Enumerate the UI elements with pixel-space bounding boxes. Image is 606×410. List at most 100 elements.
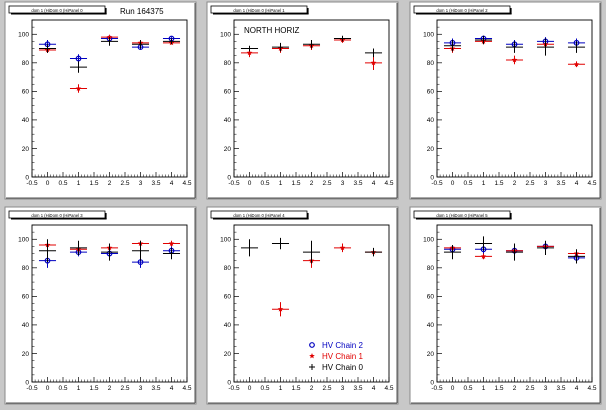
- x-tick-label: 3.5: [556, 385, 565, 392]
- data-point: [131, 39, 150, 49]
- x-tick-label: 1.5: [89, 385, 98, 392]
- x-tick-label: 0.5: [463, 385, 472, 392]
- x-tick-label: 4: [575, 385, 579, 392]
- y-tick-label: 100: [220, 237, 231, 244]
- data-point: [505, 41, 524, 53]
- legend: HV Chain 2 HV Chain 1 HV Chain 0: [309, 341, 363, 372]
- data-point: [567, 41, 586, 53]
- series-hv-chain-0: [240, 237, 383, 264]
- y-tick-label: 0: [227, 174, 231, 181]
- data-point: [240, 45, 259, 52]
- y-tick-label: 0: [25, 174, 29, 181]
- x-tick-label: 0.5: [260, 385, 269, 392]
- x-tick-label: 4.5: [182, 385, 191, 392]
- y-tick-label: 40: [427, 322, 435, 329]
- y-tick-label: 80: [224, 60, 232, 67]
- title-box-shadow-bottom: [213, 218, 309, 220]
- y-axis: 0 20 40 60 80 100: [18, 224, 37, 386]
- x-tick-label: 4.5: [384, 180, 393, 187]
- legend-entry: HV Chain 0: [309, 363, 363, 372]
- data-point: [505, 55, 524, 65]
- x-tick-label: 2: [108, 385, 112, 392]
- x-tick-label: 1: [279, 180, 283, 187]
- title-box-shadow-right: [105, 8, 107, 14]
- x-tick-label: 1: [77, 385, 81, 392]
- y-tick-label: 60: [224, 294, 232, 301]
- y-axis: 0 20 40 60 80 100: [423, 19, 442, 181]
- x-tick-label: -0.5: [228, 385, 240, 392]
- x-tick-label: 0: [248, 180, 252, 187]
- data-point: [302, 240, 321, 264]
- x-tick-label: -0.5: [431, 385, 443, 392]
- x-tick-label: 3.5: [353, 180, 362, 187]
- y-axis: 0 20 40 60 80 100: [423, 224, 442, 386]
- chart-title: dom 1 (HiDom 0 (HiPanel 1: [233, 8, 285, 13]
- y-tick-label: 60: [22, 294, 30, 301]
- x-tick-label: 1: [482, 385, 486, 392]
- x-axis: -0.5 0 0.5 1 1.5 2 2.5 3 3.5 4 4.5: [431, 172, 597, 187]
- pad-frame: [409, 206, 602, 405]
- title-box-shadow-bottom: [11, 13, 107, 15]
- marker-star: [339, 244, 346, 251]
- x-tick-label: 0.5: [58, 180, 67, 187]
- title-box-shadow-bottom: [416, 218, 512, 220]
- pad-frame: [206, 1, 399, 200]
- chart-title-box: dom 1 (HiDom 0 (HiPanel 5: [413, 210, 512, 220]
- y-tick-label: 60: [22, 89, 30, 96]
- data-point: [567, 249, 586, 264]
- chart-title-box: dom 1 (HiDom 0 (HiPanel 4: [210, 210, 309, 220]
- x-tick-label: 4: [170, 385, 174, 392]
- marker-star: [309, 353, 315, 359]
- chart-title: dom 1 (HiDom 0 (HiPanel 5: [436, 213, 488, 218]
- pad-frame: [4, 206, 197, 405]
- x-tick-label: -0.5: [431, 180, 443, 187]
- x-tick-label: -0.5: [228, 180, 240, 187]
- data-point: [505, 243, 524, 261]
- y-tick-label: 20: [427, 146, 435, 153]
- data-point: [302, 39, 321, 49]
- series-hv-chain-0: [240, 35, 383, 58]
- x-tick-label: 0.5: [58, 385, 67, 392]
- x-tick-label: 4.5: [384, 385, 393, 392]
- series-hv-chain-0: [443, 35, 586, 56]
- marker-circle: [309, 342, 315, 348]
- data-point: [364, 55, 383, 70]
- x-tick-label: 1: [77, 180, 81, 187]
- y-tick-label: 40: [224, 117, 232, 124]
- chart-title: dom 1 (HiDom 0 (HiPanel 3: [31, 213, 83, 218]
- x-tick-label: 1.5: [89, 180, 98, 187]
- x-tick-label: 2.5: [525, 385, 534, 392]
- data-point: [271, 302, 290, 317]
- y-tick-label: 20: [22, 351, 30, 358]
- pad-frame: [4, 1, 197, 200]
- title-box-shadow-bottom: [213, 13, 309, 15]
- data-point: [474, 236, 493, 251]
- legend-entry: HV Chain 1: [309, 352, 363, 361]
- y-tick-label: 80: [224, 265, 232, 272]
- y-tick-label: 60: [224, 89, 232, 96]
- chart-title-box: dom 1 (HiDom 0 (HiPanel 1: [210, 5, 309, 15]
- x-tick-label: 4.5: [587, 180, 596, 187]
- marker-star: [246, 49, 253, 56]
- data-point: [162, 38, 181, 45]
- chart-panel-3: dom 1 (HiDom 0 (HiPanel 2 -0.5 0 0.5 1 1.5 2 2.…: [409, 1, 602, 200]
- x-tick-label: 1: [482, 180, 486, 187]
- chart-panel-6: dom 1 (HiDom 0 (HiPanel 5-0.5 0 0.5 1 1.5 2 2.…: [409, 206, 602, 405]
- x-tick-label: 2: [513, 385, 517, 392]
- x-tick-label: 2: [513, 180, 517, 187]
- y-tick-label: 80: [22, 265, 30, 272]
- y-tick-label: 20: [22, 146, 30, 153]
- x-tick-label: 3.5: [353, 385, 362, 392]
- chart-panel-4: dom 1 (HiDom 0 (HiPanel 3-0.5 0 0.5 1 1.5 2 2.…: [4, 206, 197, 405]
- data-point: [162, 247, 181, 260]
- y-tick-label: 60: [427, 294, 435, 301]
- data-point: [38, 44, 57, 53]
- x-tick-label: 0: [451, 385, 455, 392]
- x-tick-label: 3: [341, 385, 345, 392]
- x-tick-label: 2.5: [322, 180, 331, 187]
- chart-title: dom 1 (HiDom 0 (HiPanel 2: [436, 8, 488, 13]
- y-tick-label: 40: [22, 322, 30, 329]
- x-tick-label: 2: [108, 180, 112, 187]
- legend-label: HV Chain 2: [322, 341, 363, 350]
- x-tick-label: 3: [544, 385, 548, 392]
